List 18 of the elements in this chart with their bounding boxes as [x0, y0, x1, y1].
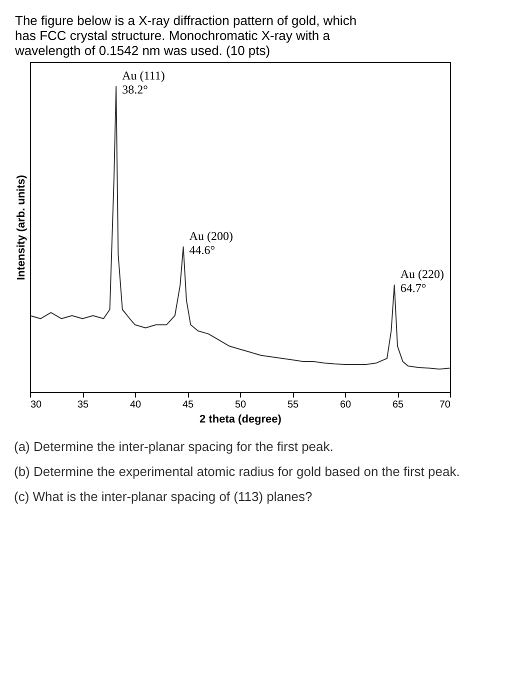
annotation: Au (220) 64.7°	[400, 267, 444, 296]
text: (c) What is the inter-planar spacing of (113) planes?	[14, 489, 314, 504]
chart-title: The figure below is a X-ray diffraction pattern of gold, which has FCC crystal structure. Monochromatic X-ray with a wavelength of 0.1542 nm was used. (10 pts)	[14, 13, 357, 58]
annotation: Au (111) 38.2°	[122, 68, 165, 96]
x-tick-label: 50	[234, 400, 246, 410]
x-tick-label: 55	[287, 400, 299, 410]
x-tick-label: 65	[392, 400, 404, 410]
x-tick-label: 45	[182, 400, 194, 410]
x-tick-label: 60	[340, 400, 352, 410]
x-axis-title: 2 theta (degree)	[200, 414, 282, 426]
text: (a) Determine the inter-planar spacing for the first peak.	[14, 439, 334, 454]
x-tick-label: 30	[30, 400, 42, 410]
text: (b) Determine the experimental atomic radius for gold based on the first peak.	[14, 464, 461, 479]
y-axis-title: Intensity (arb. units)	[16, 174, 28, 280]
x-tick-label: 40	[130, 400, 142, 410]
annotation: Au (200) 44.6°	[189, 228, 233, 257]
x-tick-label: 35	[77, 400, 89, 410]
x-tick-label: 70	[439, 400, 451, 410]
